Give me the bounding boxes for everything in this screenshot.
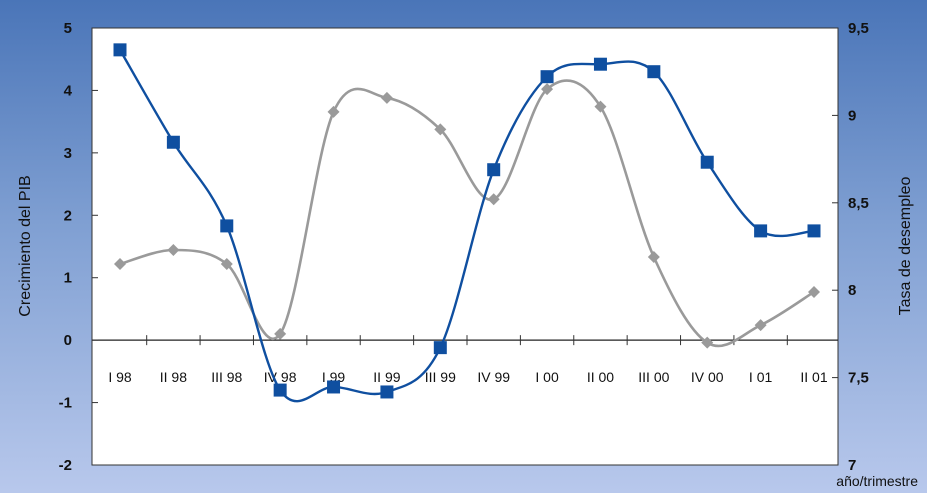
left-tick-label: -2 bbox=[59, 457, 72, 474]
gdp-growth-point bbox=[380, 385, 394, 399]
unemployment-point bbox=[487, 193, 500, 206]
right-tick-label: 8,5 bbox=[848, 195, 869, 212]
gdp-growth-point bbox=[807, 224, 821, 238]
gdp-growth-point bbox=[220, 219, 234, 233]
unemployment-point bbox=[541, 83, 554, 96]
gdp-growth-point bbox=[754, 224, 768, 238]
gdp-growth-point bbox=[327, 380, 341, 394]
series-layer bbox=[113, 43, 821, 403]
unemployment-point bbox=[594, 100, 607, 113]
category-label: IV 99 bbox=[477, 369, 510, 385]
plot-area bbox=[91, 27, 839, 466]
right-tick-label: 7,5 bbox=[848, 370, 869, 387]
unemployment-point bbox=[167, 243, 180, 256]
unemployment-point bbox=[380, 91, 393, 104]
category-label: I 98 bbox=[108, 369, 132, 385]
category-label: II 01 bbox=[800, 369, 827, 385]
category-label: I 00 bbox=[535, 369, 559, 385]
right-tick-label: 7 bbox=[848, 457, 856, 474]
gdp-growth-point bbox=[166, 135, 180, 149]
gdp-growth-point bbox=[433, 341, 447, 355]
category-label: II 99 bbox=[373, 369, 400, 385]
gdp-growth-point bbox=[540, 70, 554, 84]
unemployment-point bbox=[701, 336, 714, 349]
category-label: III 00 bbox=[638, 369, 669, 385]
right-axis: 9,5 9 8,5 8 7,5 7 bbox=[832, 20, 869, 474]
unemployment-point bbox=[274, 327, 287, 340]
category-label: III 98 bbox=[211, 369, 242, 385]
unemployment-point bbox=[114, 257, 126, 270]
unemployment-point bbox=[754, 319, 767, 332]
unemployment-point bbox=[220, 257, 233, 270]
x-axis: I 98 II 98 III 98 IV 98 I 99 II 99 III 99 IV 99… bbox=[108, 335, 828, 385]
y-right-title: Tasa de desempleo bbox=[897, 177, 914, 316]
category-label: II 00 bbox=[587, 369, 614, 385]
gdp-growth-point bbox=[593, 57, 607, 71]
left-tick-label: 1 bbox=[64, 270, 72, 287]
category-label: IV 98 bbox=[264, 369, 297, 385]
left-tick-label: 3 bbox=[64, 145, 72, 162]
right-tick-label: 9 bbox=[848, 107, 856, 124]
gdp-growth-point bbox=[487, 163, 501, 177]
gdp-growth-point bbox=[273, 383, 287, 397]
category-label: IV 00 bbox=[691, 369, 724, 385]
gdp-growth-point bbox=[700, 155, 714, 169]
right-tick-label: 8 bbox=[848, 282, 856, 299]
unemployment-point bbox=[808, 285, 820, 298]
x-axis-title: año/trimestre bbox=[836, 473, 918, 489]
gdp-growth-point bbox=[647, 65, 661, 79]
y-left-title: Crecimiento del PIB bbox=[17, 175, 34, 316]
unemployment-point bbox=[647, 250, 660, 263]
left-tick-label: 0 bbox=[64, 332, 72, 349]
gdp-growth-point bbox=[113, 43, 127, 57]
left-axis: 5 4 3 2 1 0 -1 -2 bbox=[59, 20, 98, 474]
left-tick-label: 2 bbox=[64, 207, 72, 224]
unemployment-point bbox=[327, 105, 340, 118]
left-tick-label: 4 bbox=[64, 82, 73, 99]
category-label: III 99 bbox=[425, 369, 456, 385]
category-label: II 98 bbox=[160, 369, 187, 385]
unemployment-point bbox=[434, 123, 447, 136]
left-tick-label: 5 bbox=[64, 20, 72, 37]
left-tick-label: -1 bbox=[59, 395, 72, 412]
right-tick-label: 9,5 bbox=[848, 20, 869, 37]
category-label: I 01 bbox=[749, 369, 773, 385]
